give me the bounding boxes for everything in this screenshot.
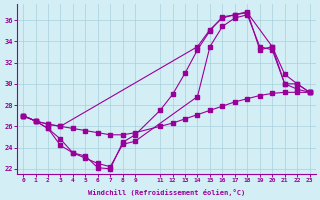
X-axis label: Windchill (Refroidissement éolien,°C): Windchill (Refroidissement éolien,°C): [88, 189, 245, 196]
